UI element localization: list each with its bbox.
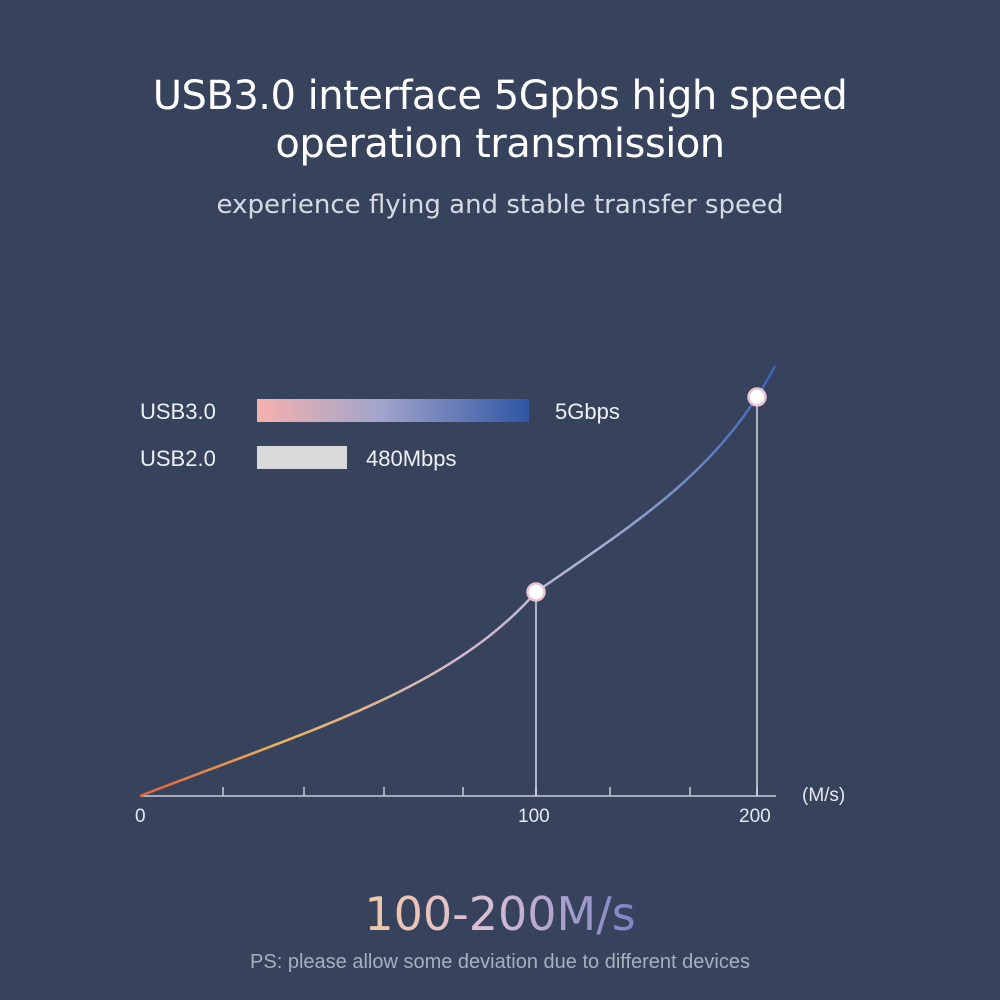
x-axis-unit: (M/s) [802, 785, 846, 806]
footnote: PS: please allow some deviation due to d… [250, 951, 750, 973]
x-tick-label-100: 100 [518, 806, 550, 827]
legend-usb3-value: 5Gbps [555, 399, 620, 424]
page-title: USB3.0 interface 5Gpbs high speed operat… [0, 72, 1000, 168]
headline-speed-text: 100-200M/s [364, 887, 636, 941]
page-subtitle: experience flying and stable transfer sp… [216, 190, 784, 220]
title-line-2: operation transmission [275, 121, 725, 167]
x-tick-label-0: 0 [135, 806, 146, 827]
data-point-100 [526, 582, 546, 602]
legend-usb2-name: USB2.0 [140, 446, 216, 471]
data-point-200 [747, 387, 767, 407]
legend-usb3-name: USB3.0 [140, 399, 216, 424]
x-axis-ticks [222, 787, 758, 796]
x-tick-label-200: 200 [739, 806, 771, 827]
headline-speed: 100-200M/s [0, 886, 1000, 942]
speed-curve [139, 365, 777, 798]
title-line-1: USB3.0 interface 5Gpbs high speed [152, 73, 848, 119]
legend-usb3-bar [257, 399, 529, 422]
legend-usb2-value: 480Mbps [366, 446, 457, 471]
legend-usb2-bar [257, 446, 347, 469]
